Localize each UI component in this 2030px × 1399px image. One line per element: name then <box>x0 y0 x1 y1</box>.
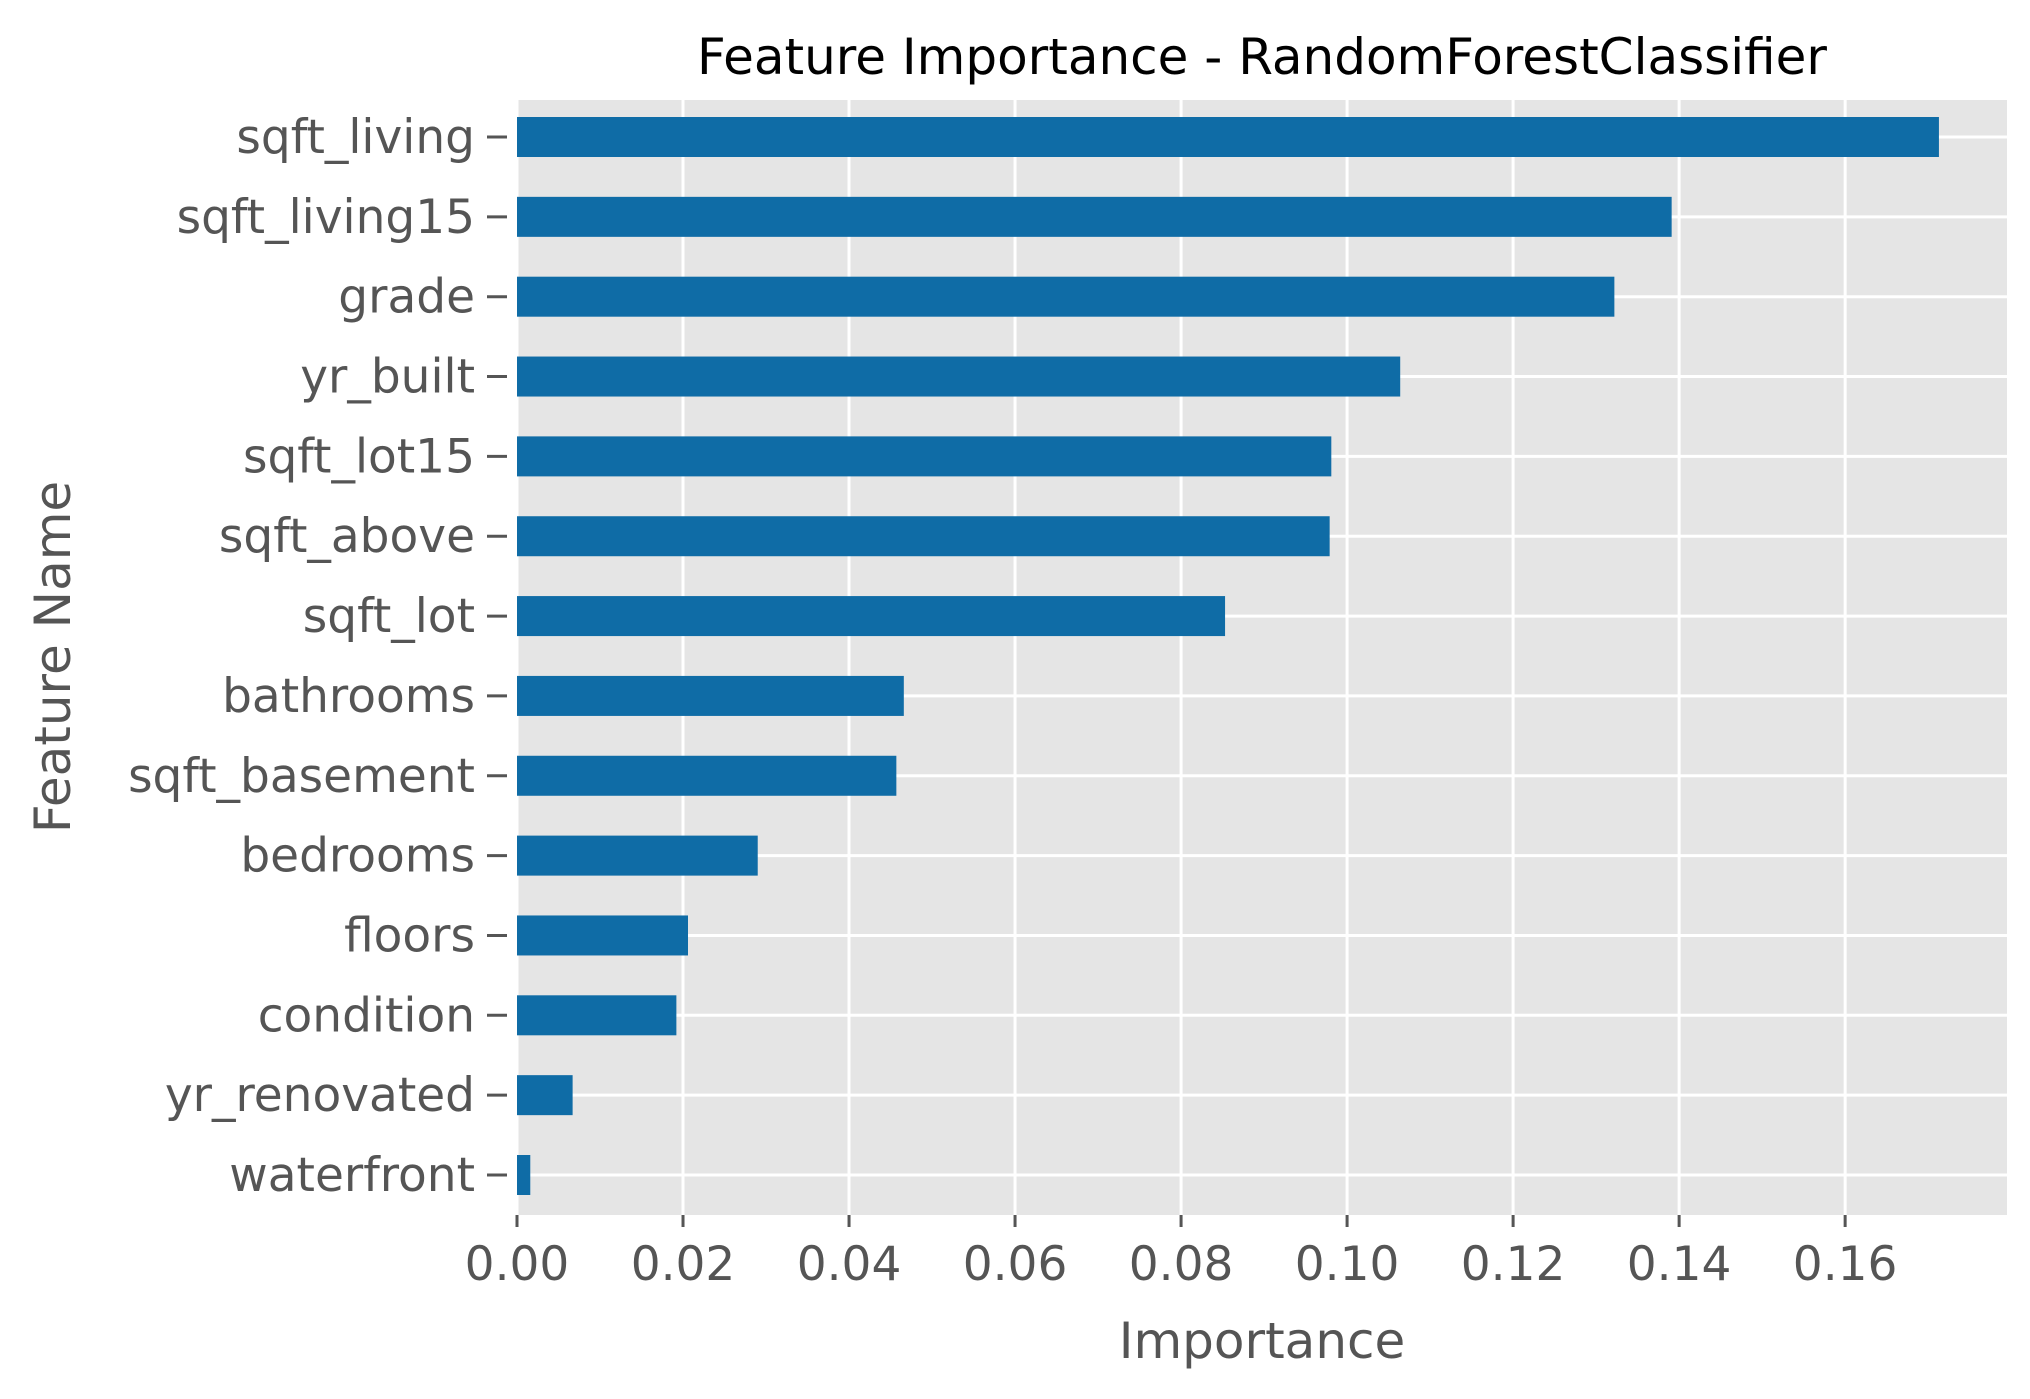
bar-grade <box>517 276 1615 317</box>
bar-waterfront <box>517 1155 531 1195</box>
x-tick-label: 0.06 <box>963 1237 1068 1292</box>
y-tick-label: sqft_lot <box>303 589 475 644</box>
x-axis-label: Importance <box>1119 1312 1406 1370</box>
y-tick-label: yr_built <box>300 350 475 405</box>
y-tick-label: condition <box>258 988 475 1043</box>
y-axis-label: Feature Name <box>24 481 82 833</box>
bar-sqft_lot15 <box>517 436 1332 477</box>
y-tick-label: sqft_above <box>219 509 475 564</box>
bar-sqft_lot <box>517 596 1226 637</box>
plot-background <box>517 100 2007 1215</box>
chart-title: Feature Importance - RandomForestClassif… <box>697 28 1827 86</box>
y-tick-label: bedrooms <box>240 829 475 884</box>
y-tick-label: yr_renovated <box>165 1068 475 1123</box>
x-tick-label: 0.04 <box>797 1237 902 1292</box>
y-tick-label: floors <box>344 908 475 963</box>
y-tick-label: sqft_living15 <box>177 190 475 245</box>
bar-sqft_basement <box>517 755 897 796</box>
y-tick-label: grade <box>338 270 475 325</box>
bar-floors <box>517 915 688 956</box>
x-tick-label: 0.02 <box>631 1237 736 1292</box>
x-tick-label: 0.08 <box>1129 1237 1234 1292</box>
x-tick-label: 0.10 <box>1295 1237 1400 1292</box>
y-tick-label: waterfront <box>229 1148 475 1203</box>
y-tick-label: sqft_basement <box>128 749 475 804</box>
bar-condition <box>517 995 677 1036</box>
x-tick-label: 0.16 <box>1793 1237 1898 1292</box>
x-tick-label: 0.00 <box>465 1237 570 1292</box>
bar-sqft_living <box>517 117 1939 157</box>
x-tick-label: 0.14 <box>1627 1237 1732 1292</box>
y-tick-label: sqft_living <box>236 110 475 165</box>
x-tick-label: 0.12 <box>1461 1237 1566 1292</box>
bar-bathrooms <box>517 675 904 716</box>
y-tick-label: bathrooms <box>222 669 475 724</box>
bar-yr_built <box>517 356 1401 397</box>
x-axis-ticks: 0.00 0.02 0.04 0.06 0.08 0.10 0.12 0.14 0.16 <box>465 1215 1898 1292</box>
bar-sqft_above <box>517 516 1330 557</box>
y-tick-label: sqft_lot15 <box>243 429 475 484</box>
bar-yr_renovated <box>517 1075 573 1116</box>
bar-sqft_living15 <box>517 196 1672 237</box>
bar-bedrooms <box>517 835 758 876</box>
bars <box>517 117 1939 1195</box>
